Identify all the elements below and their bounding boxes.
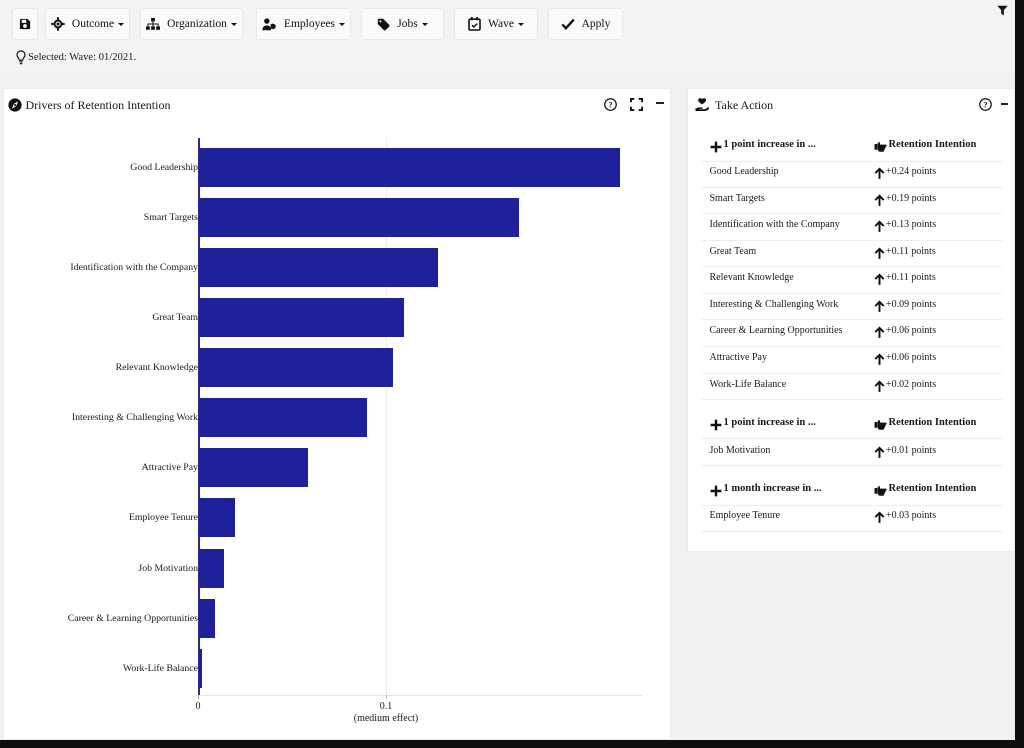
svg-text:?: ? (608, 100, 612, 109)
svg-text:?: ? (983, 100, 987, 109)
